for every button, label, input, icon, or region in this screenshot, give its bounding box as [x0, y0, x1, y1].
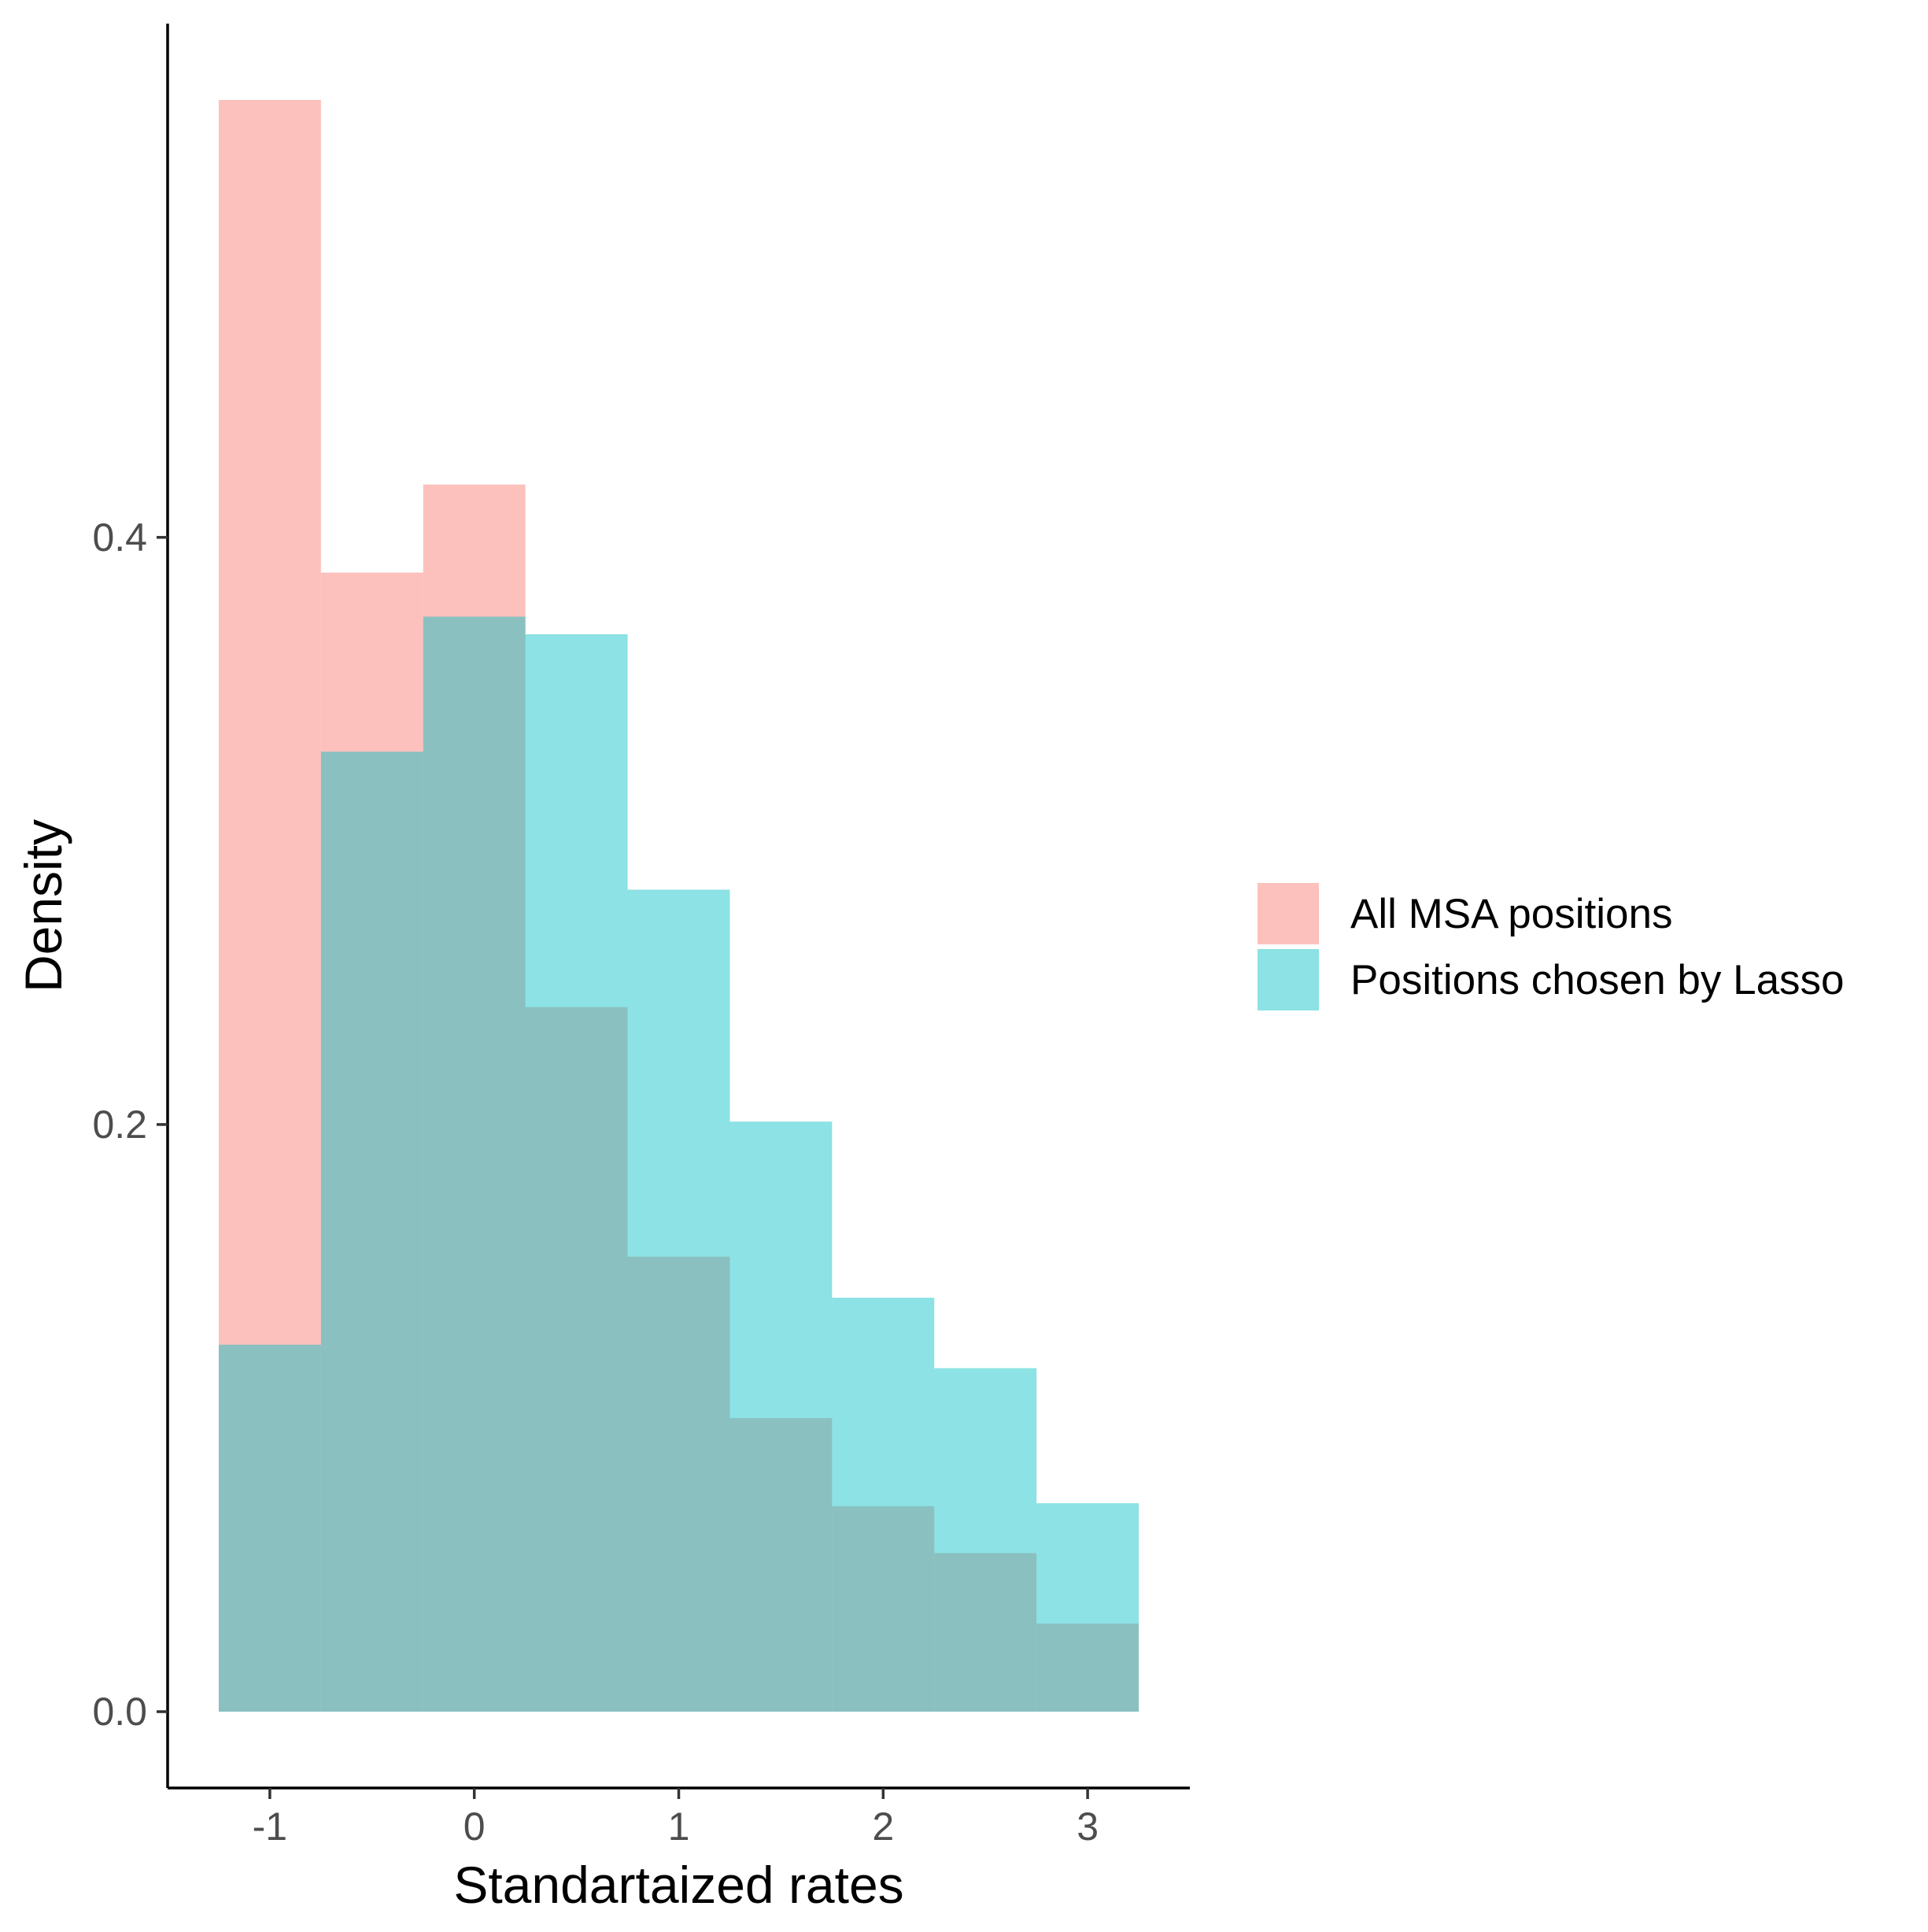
series-1-bar-7	[832, 1505, 935, 1712]
series-2-bar-9	[1036, 1503, 1139, 1712]
legend-key-1	[1258, 883, 1319, 944]
x-tick-label: 2	[872, 1805, 894, 1849]
series-2-bar-6	[729, 1121, 833, 1712]
y-axis-title: Density	[14, 819, 72, 992]
x-tick-label: 3	[1077, 1805, 1099, 1849]
series-1-bar-9	[1036, 1624, 1139, 1712]
series-1-bar-5	[627, 1256, 730, 1712]
series-1-bar-1	[218, 99, 321, 1712]
x-tick-label: 0	[464, 1805, 486, 1849]
series-1-bar-2	[320, 572, 423, 1712]
legend-key-2	[1258, 949, 1319, 1010]
series-1-bar-4	[525, 1007, 628, 1712]
x-axis-title: Standartaized rates	[453, 1856, 903, 1914]
series-2-bar-5	[627, 889, 730, 1712]
series-1-bar-8	[934, 1553, 1037, 1712]
series-2-bar-2	[320, 752, 423, 1712]
legend: All MSA positions Positions chosen by Las…	[1258, 883, 1845, 1010]
series-1-bar-3	[423, 484, 526, 1712]
legend-label-2: Positions chosen by Lasso	[1350, 957, 1845, 1003]
series-2-bars	[218, 616, 1139, 1712]
y-tick-label: 0.0	[92, 1690, 147, 1734]
x-tick-label: -1	[253, 1805, 287, 1849]
series-2-bar-3	[423, 616, 526, 1712]
x-tick-label: 1	[668, 1805, 690, 1849]
y-ticks-layer: 0.0 0.2 0.4	[92, 515, 168, 1734]
y-tick-label: 0.4	[92, 515, 147, 560]
y-tick-label: 0.2	[92, 1103, 147, 1147]
series-1-bars	[218, 99, 1139, 1712]
bars-layer	[218, 99, 1139, 1712]
x-ticks-layer: -1 0 1 2 3	[253, 1788, 1099, 1849]
series-2-bar-7	[832, 1298, 935, 1712]
series-2-bar-8	[934, 1368, 1037, 1712]
legend-label-1: All MSA positions	[1350, 891, 1672, 937]
series-1-bar-6	[729, 1417, 833, 1712]
series-2-bar-1	[218, 1344, 321, 1712]
series-2-bar-4	[525, 634, 628, 1712]
